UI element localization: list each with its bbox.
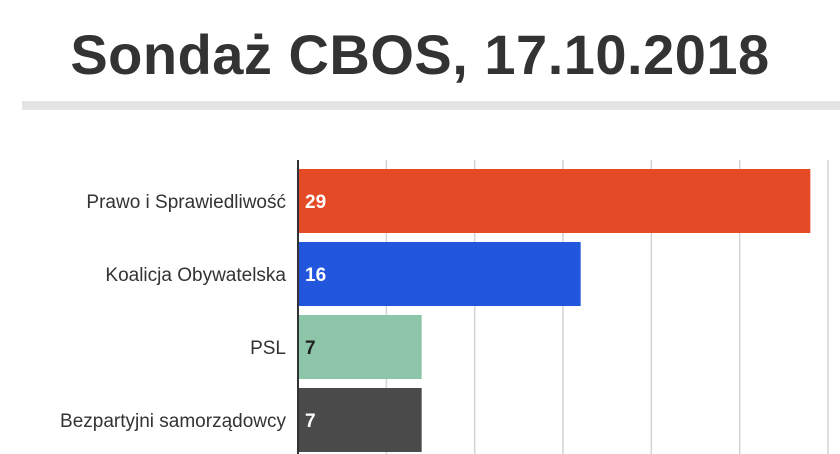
bar-value-label: 16 xyxy=(305,265,326,286)
bar xyxy=(298,169,811,233)
bar xyxy=(298,242,581,306)
bar xyxy=(298,315,422,379)
bar-value-label: 29 xyxy=(305,192,326,213)
bar-value-label: 7 xyxy=(305,338,316,359)
bar-value-label: 7 xyxy=(305,411,316,432)
bars: 29 16 7 7 xyxy=(298,169,811,452)
bar xyxy=(298,388,422,452)
title-divider xyxy=(22,101,840,110)
category-label: Prawo i Sprawiedliwość xyxy=(86,192,286,213)
category-label: Bezpartyjni samorządowcy xyxy=(60,411,286,432)
chart-title: Sondaż CBOS, 17.10.2018 xyxy=(70,23,770,86)
category-label: Koalicja Obywatelska xyxy=(105,265,286,286)
category-label: PSL xyxy=(250,338,286,359)
category-labels: Prawo i Sprawiedliwość Koalicja Obywatels… xyxy=(60,192,286,432)
